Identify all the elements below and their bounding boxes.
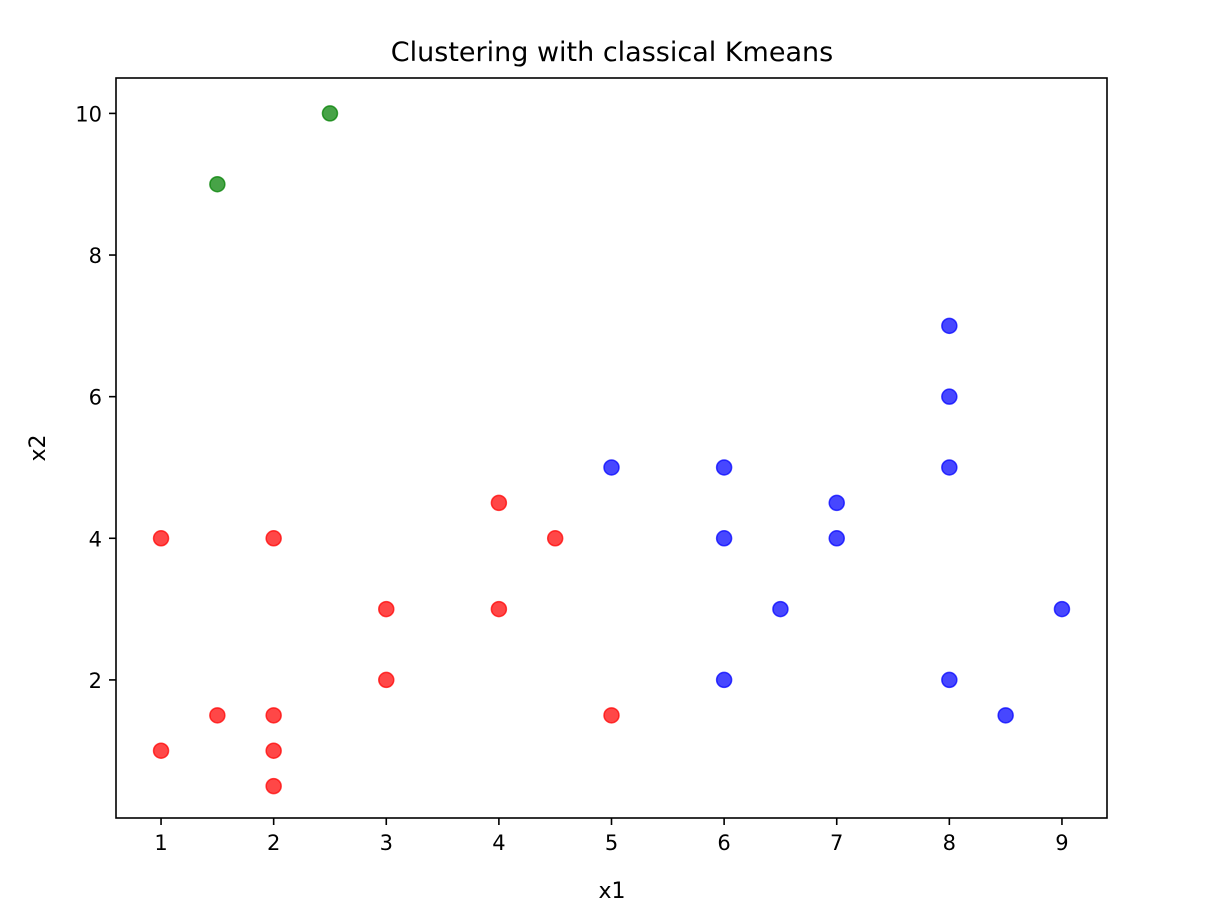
x-tick-label: 1: [154, 831, 167, 855]
data-point: [490, 600, 508, 618]
data-point: [265, 530, 282, 547]
data-point: [490, 494, 508, 512]
data-point: [603, 459, 620, 476]
x-tick-label: 9: [1055, 831, 1068, 855]
y-tick-label: 6: [89, 386, 102, 410]
data-point: [265, 777, 282, 795]
data-point: [209, 175, 226, 193]
y-axis-label: x2: [26, 434, 51, 461]
x-axis-label: x1: [598, 879, 625, 904]
data-point: [321, 105, 339, 122]
data-point: [378, 671, 395, 689]
data-point: [715, 459, 733, 476]
data-point: [828, 530, 845, 547]
data-point: [265, 707, 282, 724]
plot-frame: [115, 77, 1108, 819]
data-point: [265, 742, 282, 759]
data-points: [152, 105, 1071, 795]
data-point: [715, 671, 733, 689]
chart-title: Clustering with classical Kmeans: [391, 37, 833, 68]
data-point: [941, 459, 958, 476]
data-point: [1053, 600, 1071, 618]
data-point: [997, 707, 1014, 724]
data-point: [715, 530, 733, 547]
axis-ticks: 1 2 3 4 5 6 7 8 9 2 4 6 8 10: [75, 102, 1068, 855]
x-tick-label: 4: [492, 831, 505, 855]
x-tick-label: 5: [605, 831, 618, 855]
y-tick-label: 2: [89, 669, 102, 693]
x-tick-label: 7: [830, 831, 843, 855]
data-point: [546, 530, 564, 547]
data-point: [209, 707, 226, 724]
data-point: [941, 388, 958, 405]
x-tick-label: 8: [943, 831, 956, 855]
x-tick-label: 6: [717, 831, 730, 855]
data-point: [152, 742, 170, 759]
data-point: [828, 494, 845, 512]
data-point: [941, 671, 958, 689]
data-point: [772, 600, 789, 618]
y-tick-label: 10: [75, 102, 102, 126]
x-tick-label: 2: [267, 831, 280, 855]
data-point: [152, 530, 170, 547]
y-tick-label: 8: [89, 244, 102, 268]
data-point: [941, 317, 958, 335]
x-tick-label: 3: [380, 831, 393, 855]
data-point: [378, 600, 395, 618]
data-point: [603, 707, 620, 724]
y-tick-label: 4: [89, 527, 102, 551]
